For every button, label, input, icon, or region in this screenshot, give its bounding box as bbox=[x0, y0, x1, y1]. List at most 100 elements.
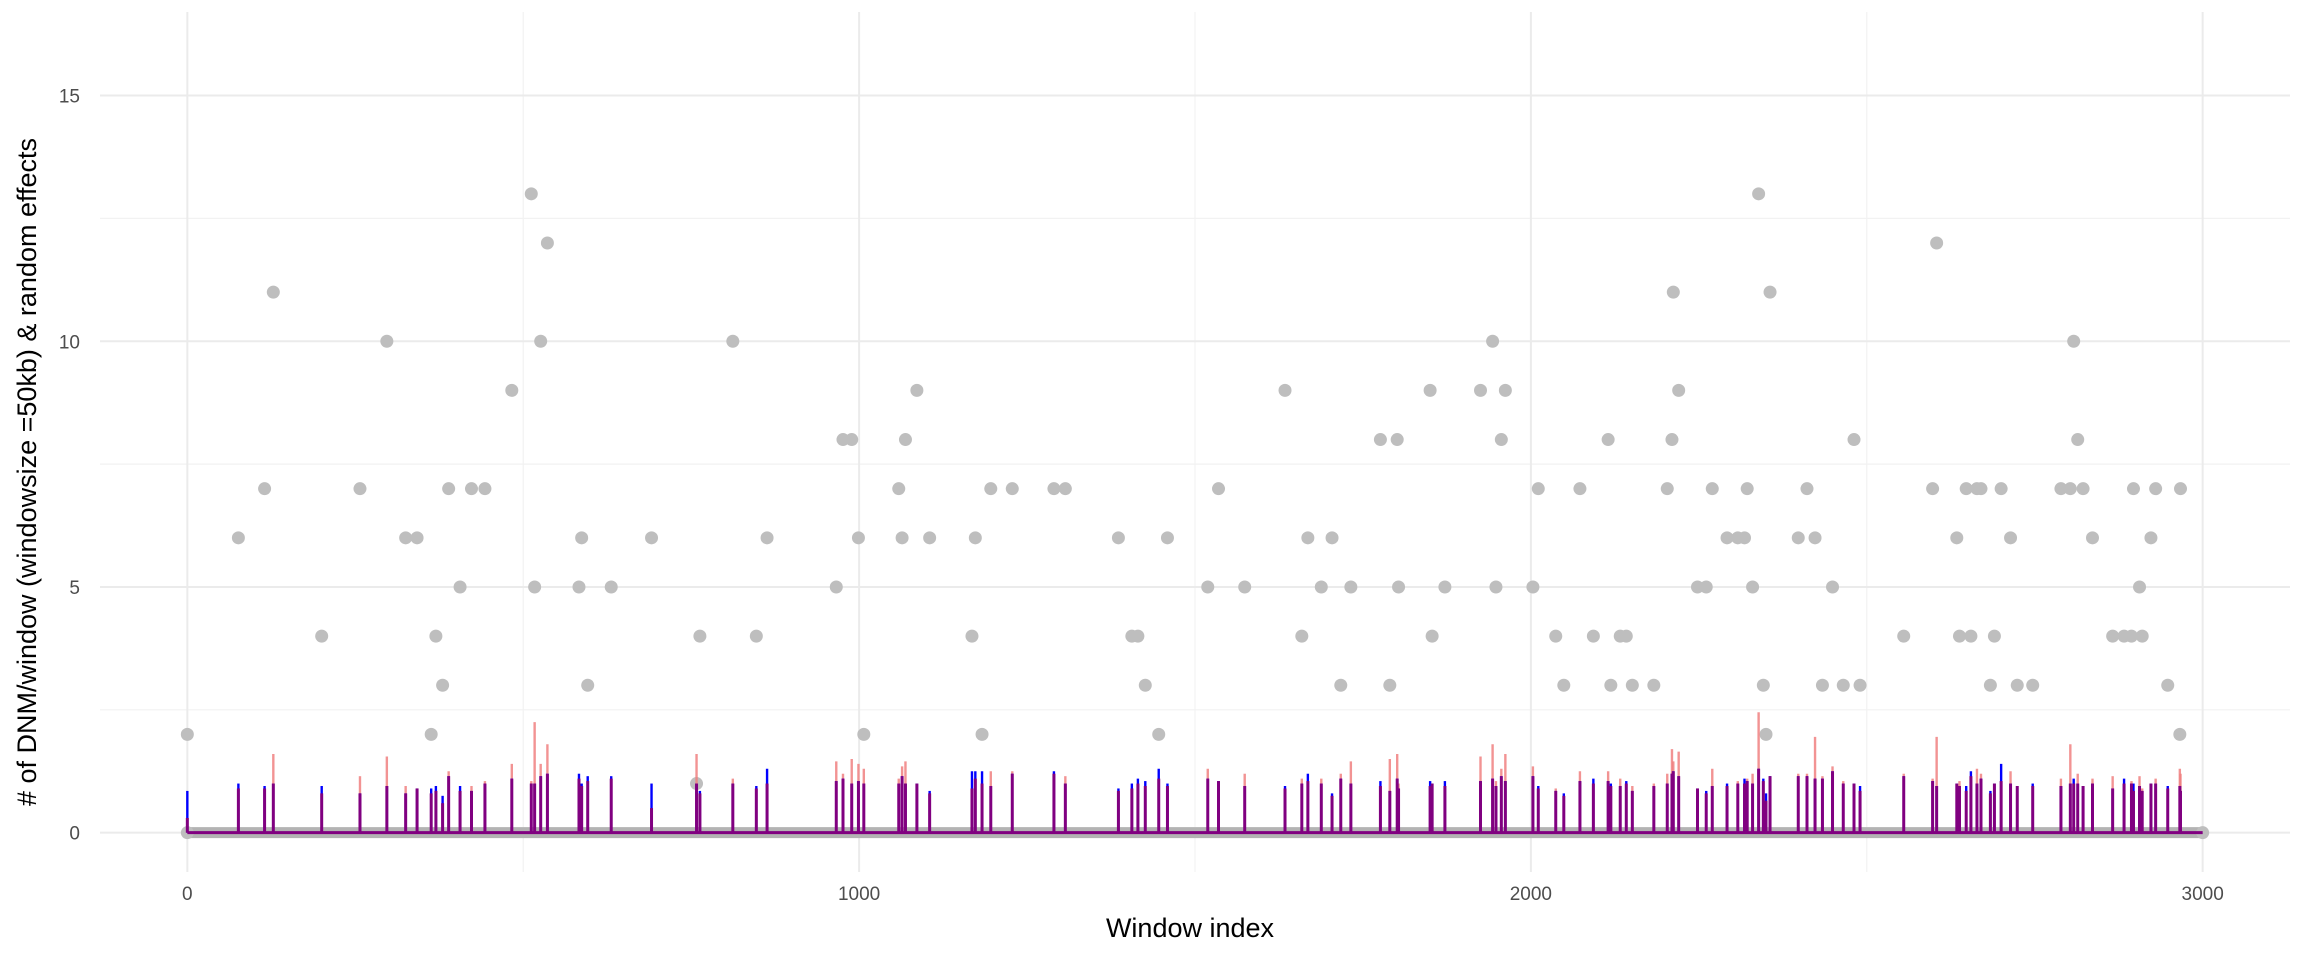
data-point bbox=[1950, 531, 1964, 545]
data-point bbox=[645, 531, 659, 545]
data-point bbox=[2124, 629, 2138, 643]
data-point bbox=[1974, 482, 1988, 496]
data-point bbox=[1759, 727, 1773, 741]
data-point bbox=[2010, 678, 2024, 692]
data-point bbox=[1926, 482, 1940, 496]
data-point bbox=[1058, 482, 1072, 496]
y-tick-label: 5 bbox=[69, 578, 80, 599]
y-tick-label: 0 bbox=[69, 824, 80, 845]
data-point bbox=[2067, 334, 2081, 348]
data-point bbox=[1746, 580, 1760, 594]
data-point bbox=[1983, 678, 1997, 692]
data-point bbox=[1238, 580, 1252, 594]
data-point bbox=[2126, 482, 2140, 496]
data-point bbox=[829, 580, 843, 594]
data-point bbox=[2085, 531, 2099, 545]
data-point bbox=[1160, 531, 1174, 545]
data-point bbox=[1800, 482, 1814, 496]
data-point bbox=[1152, 727, 1166, 741]
data-point bbox=[726, 334, 740, 348]
data-point bbox=[2135, 629, 2149, 643]
data-point bbox=[581, 678, 595, 692]
x-tick-label: 3000 bbox=[2182, 884, 2224, 905]
data-point bbox=[1392, 580, 1406, 594]
data-point bbox=[1301, 531, 1315, 545]
data-point bbox=[540, 236, 554, 250]
data-point bbox=[1705, 482, 1719, 496]
data-point bbox=[1619, 629, 1633, 643]
data-point bbox=[965, 629, 979, 643]
data-point bbox=[1738, 531, 1752, 545]
data-point bbox=[2071, 433, 2085, 447]
data-point bbox=[2144, 531, 2158, 545]
data-point bbox=[1826, 580, 1840, 594]
data-point bbox=[898, 433, 912, 447]
x-axis-title: Window index bbox=[1106, 913, 1275, 943]
data-point bbox=[2004, 531, 2018, 545]
data-point bbox=[453, 580, 467, 594]
data-point bbox=[2173, 727, 2187, 741]
data-point bbox=[1111, 531, 1125, 545]
data-point bbox=[1047, 482, 1061, 496]
data-point bbox=[604, 580, 618, 594]
data-point bbox=[1763, 285, 1777, 299]
data-point bbox=[315, 629, 329, 643]
data-point bbox=[1383, 678, 1397, 692]
data-point bbox=[968, 531, 982, 545]
data-point bbox=[1672, 383, 1686, 397]
data-point bbox=[1604, 678, 1618, 692]
y-tick-label: 10 bbox=[59, 332, 80, 353]
data-point bbox=[1756, 678, 1770, 692]
data-point bbox=[1557, 678, 1571, 692]
data-point bbox=[2076, 482, 2090, 496]
data-point bbox=[1295, 629, 1309, 643]
data-point bbox=[2106, 629, 2120, 643]
data-point bbox=[857, 727, 871, 741]
data-point bbox=[436, 678, 450, 692]
data-point bbox=[1853, 678, 1867, 692]
x-tick-labels: 0 1000 2000 3000 bbox=[182, 884, 2224, 905]
data-point bbox=[1438, 580, 1452, 594]
data-point bbox=[892, 482, 906, 496]
data-point bbox=[1201, 580, 1215, 594]
data-point bbox=[2133, 580, 2147, 594]
data-point bbox=[1699, 580, 1713, 594]
data-point bbox=[760, 531, 774, 545]
data-point bbox=[429, 629, 443, 643]
data-point bbox=[2174, 482, 2187, 496]
data-point bbox=[1005, 482, 1019, 496]
data-point bbox=[1994, 482, 2008, 496]
data-point bbox=[1549, 629, 1563, 643]
data-point bbox=[693, 629, 707, 643]
data-point bbox=[1752, 187, 1766, 201]
data-point bbox=[1526, 580, 1540, 594]
x-tick-label: 0 bbox=[182, 884, 193, 905]
data-point bbox=[1952, 629, 1966, 643]
data-point bbox=[1425, 629, 1439, 643]
data-point bbox=[1325, 531, 1339, 545]
x-tick-label: 1000 bbox=[838, 884, 880, 905]
data-point bbox=[749, 629, 763, 643]
data-point bbox=[1334, 678, 1348, 692]
data-point bbox=[1720, 531, 1734, 545]
data-point bbox=[1930, 236, 1944, 250]
y-axis-title: # of DNM/window (windowsize =50kb) & ran… bbox=[12, 138, 42, 806]
data-point bbox=[1836, 678, 1850, 692]
data-point bbox=[1964, 629, 1978, 643]
data-point bbox=[1573, 482, 1587, 496]
data-point bbox=[1601, 433, 1615, 447]
data-point bbox=[180, 727, 194, 741]
data-point bbox=[2054, 482, 2068, 496]
data-point bbox=[1897, 629, 1911, 643]
data-point bbox=[1791, 531, 1805, 545]
data-point bbox=[1847, 433, 1861, 447]
data-point bbox=[266, 285, 280, 299]
data-point bbox=[380, 334, 394, 348]
data-point bbox=[1494, 433, 1508, 447]
data-point bbox=[845, 433, 859, 447]
data-point bbox=[258, 482, 272, 496]
y-tick-labels: 0 5 10 15 bbox=[59, 87, 80, 845]
data-point bbox=[1531, 482, 1545, 496]
data-points bbox=[180, 187, 2210, 840]
